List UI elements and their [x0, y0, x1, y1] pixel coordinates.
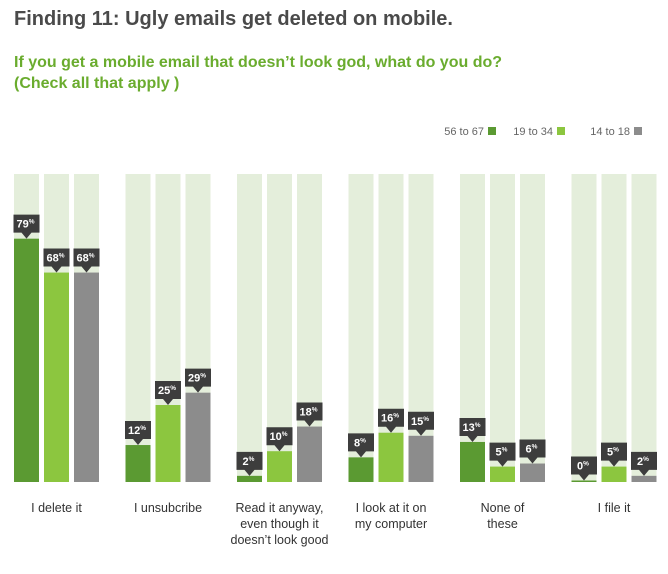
bar-19-to-34-0: [44, 272, 69, 482]
category-label: I delete it: [31, 501, 82, 515]
bar-background: [520, 174, 545, 482]
value-badge: [571, 456, 597, 481]
subtitle-line-1: If you get a mobile email that doesn’t l…: [14, 54, 503, 71]
bar-14-to-18-4: [520, 463, 545, 482]
legend-label-1: 19 to 34: [513, 126, 553, 138]
bar-background: [237, 174, 262, 482]
bar-56-to-67-5: [571, 480, 597, 482]
legend-swatch-0: [488, 127, 496, 135]
bar-56-to-67-4: [460, 441, 485, 482]
value-badge: [236, 451, 263, 476]
category-label: None of these: [481, 501, 525, 531]
legend-swatch-2: [634, 127, 642, 135]
value-badge: [459, 417, 486, 442]
chart-title: Finding 11: Ugly emails get deleted on m…: [14, 8, 453, 30]
legend-label-0: 56 to 67: [444, 126, 484, 138]
value-badge: [266, 427, 293, 452]
bar-19-to-34-1: [155, 405, 181, 482]
value-badge: [13, 214, 40, 239]
bar-56-to-67-2: [237, 475, 262, 482]
bar-background: [348, 174, 374, 482]
bar-background: [631, 174, 657, 482]
chart-subtitle: If you get a mobile email that doesn’t l…: [14, 52, 502, 94]
value-badge: [348, 433, 374, 458]
value-badge: [631, 451, 657, 476]
bar-14-to-18-5: [631, 475, 657, 482]
category-label: I unsubcribe: [134, 501, 202, 515]
value-badge: [73, 248, 100, 273]
category-label: I file it: [598, 501, 631, 515]
bar-56-to-67-0: [14, 238, 39, 482]
category-label: I look at it on my computer: [355, 501, 427, 531]
value-badge: [185, 368, 211, 393]
value-badge: [489, 442, 516, 467]
value-badge: [519, 439, 546, 464]
value-badge: [155, 381, 181, 405]
bar-background: [601, 174, 627, 482]
bar-14-to-18-2: [297, 426, 322, 482]
category-label: Read it anyway, even though it doesn’t loo…: [231, 501, 329, 547]
bar-19-to-34-5: [601, 466, 627, 482]
value-badge: [125, 421, 151, 446]
bar-19-to-34-4: [490, 466, 515, 482]
legend-swatch-1: [557, 127, 565, 135]
value-badge: [408, 411, 434, 436]
bar-56-to-67-3: [348, 457, 374, 482]
value-badge: [601, 442, 627, 467]
bar-14-to-18-1: [185, 392, 211, 482]
bar-14-to-18-0: [74, 272, 99, 482]
subtitle-line-2: (Check all that apply ): [14, 75, 180, 92]
legend-label-2: 14 to 18: [590, 126, 630, 138]
bar-14-to-18-3: [408, 435, 434, 482]
value-badge: [378, 408, 404, 433]
bar-background: [571, 174, 597, 482]
value-badge: [43, 248, 70, 273]
bar-background: [490, 174, 515, 482]
bar-56-to-67-1: [125, 445, 151, 482]
bar-19-to-34-2: [267, 451, 292, 482]
value-badge: [296, 402, 323, 427]
bar-19-to-34-3: [378, 432, 404, 482]
